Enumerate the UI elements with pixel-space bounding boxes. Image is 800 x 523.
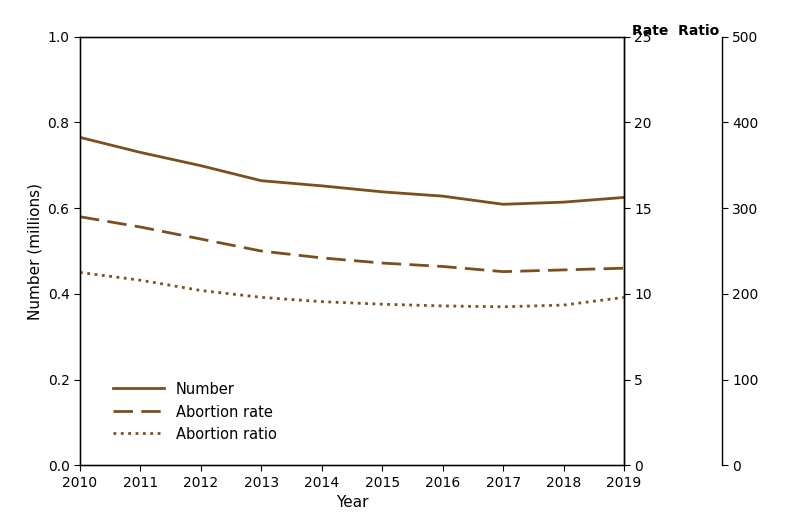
Abortion rate <box>136 224 146 230</box>
Abortion rate <box>558 267 568 273</box>
Abortion ratio <box>257 294 266 301</box>
Abortion ratio <box>558 302 568 308</box>
Number <box>558 199 568 206</box>
Abortion ratio <box>619 294 629 301</box>
Number <box>317 183 326 189</box>
Line: Abortion rate: Abortion rate <box>80 217 624 271</box>
Number <box>136 149 146 155</box>
Number <box>257 178 266 184</box>
Legend: Number, Abortion rate, Abortion ratio: Number, Abortion rate, Abortion ratio <box>107 376 282 448</box>
Number <box>196 163 206 169</box>
Abortion ratio <box>75 269 85 276</box>
Abortion ratio <box>317 299 326 305</box>
Abortion rate <box>257 248 266 254</box>
Line: Number: Number <box>80 138 624 204</box>
Abortion rate <box>378 260 387 266</box>
Abortion ratio <box>498 304 508 310</box>
Text: Rate  Ratio: Rate Ratio <box>632 24 720 38</box>
Abortion ratio <box>378 301 387 308</box>
Abortion rate <box>498 268 508 275</box>
Number <box>75 134 85 141</box>
Abortion ratio <box>438 303 447 309</box>
Abortion rate <box>75 213 85 220</box>
Abortion ratio <box>196 287 206 293</box>
Number <box>498 201 508 208</box>
Y-axis label: Number (millions): Number (millions) <box>27 183 42 320</box>
Abortion rate <box>438 264 447 270</box>
Abortion rate <box>317 255 326 261</box>
Abortion ratio <box>136 277 146 283</box>
Abortion rate <box>196 236 206 242</box>
Line: Abortion ratio: Abortion ratio <box>80 272 624 307</box>
Number <box>619 195 629 201</box>
Abortion rate <box>619 265 629 271</box>
Number <box>378 189 387 195</box>
Number <box>438 193 447 199</box>
X-axis label: Year: Year <box>336 495 368 510</box>
